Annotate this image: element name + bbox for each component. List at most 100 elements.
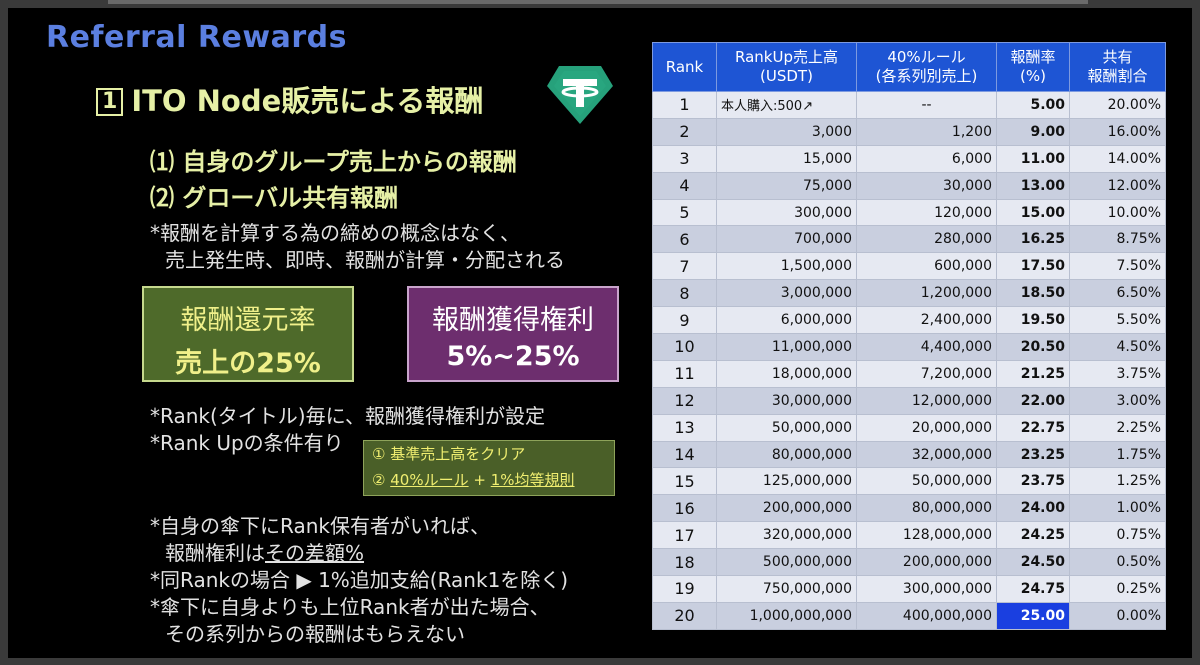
cell-reward-rate: 16.25 — [996, 225, 1070, 254]
table-row: 12 30,000,000 12,000,000 22.00 3.00% — [652, 386, 1166, 415]
cell-rank: 2 — [652, 117, 717, 146]
table-header-row: Rank RankUp売上高 (USDT) 40%ルール (各系列別売上) 報酬率(… — [652, 42, 1166, 92]
cell-reward-rate: 13.00 — [996, 171, 1070, 200]
cell-reward-rate: 19.50 — [996, 306, 1070, 335]
cell-reward-rate: 23.75 — [996, 467, 1070, 496]
cell-share-ratio: 5.50% — [1069, 306, 1166, 335]
cell-reward-rate: 18.50 — [996, 279, 1070, 308]
cell-40-rule: 600,000 — [856, 252, 997, 281]
cell-40-rule: 12,000,000 — [856, 386, 997, 415]
section-text: ITO Node販売による報酬 — [131, 84, 484, 118]
table-row: 9 6,000,000 2,400,000 19.50 5.50% — [652, 306, 1166, 335]
condition-1: ① 基準売上高をクリア — [372, 445, 526, 463]
cell-40-rule: 280,000 — [856, 225, 997, 254]
cell-40-rule: 30,000 — [856, 171, 997, 200]
cell-share-ratio: 1.75% — [1069, 440, 1166, 469]
cell-reward-rate: 24.50 — [996, 548, 1070, 577]
cell-reward-rate: 24.75 — [996, 575, 1070, 603]
cell-rank: 11 — [652, 359, 717, 388]
cell-40-rule: 1,200 — [856, 117, 997, 146]
cell-rank: 5 — [652, 198, 717, 227]
cell-rank: 12 — [652, 386, 717, 415]
header-reward-rate: 報酬率 (%) — [996, 42, 1070, 92]
table-row: 10 11,000,000 4,400,000 20.50 4.50% — [652, 333, 1166, 361]
note-no-reward: その系列からの報酬はもらえない — [165, 622, 465, 646]
table-row: 2 3,000 1,200 9.00 16.00% — [652, 117, 1166, 146]
cell-rank: 6 — [652, 225, 717, 254]
cell-rank: 15 — [652, 467, 717, 496]
cell-reward-rate: 11.00 — [996, 144, 1070, 173]
table-row: 8 3,000,000 1,200,000 18.50 6.50% — [652, 279, 1166, 308]
cell-reward-rate: 22.00 — [996, 386, 1070, 415]
header-share-ratio: 共有 報酬割合 — [1069, 42, 1166, 92]
cell-reward-rate: 9.00 — [996, 117, 1070, 146]
note-calc-line2: 売上発生時、即時、報酬が計算・分配される — [165, 248, 565, 272]
cell-rankup-sales: 18,000,000 — [716, 359, 857, 388]
reward-rate-label: 報酬還元率 — [180, 305, 316, 336]
cell-reward-rate: 20.50 — [996, 333, 1070, 361]
rankup-conditions-box: ① 基準売上高をクリア ② 40%ルール + 1%均等規則 — [363, 440, 615, 496]
sub-item-global-share: ⑵ グローバル共有報酬 — [150, 184, 399, 212]
cell-reward-rate: 17.50 — [996, 252, 1070, 281]
table-row: 1 本人購入:500↗ -- 5.00 20.00% — [652, 91, 1166, 119]
cell-share-ratio: 10.00% — [1069, 198, 1166, 227]
note-subordinate-rank: *自身の傘下にRank保有者がいれば、 — [150, 514, 490, 538]
cell-reward-rate: 21.25 — [996, 359, 1070, 388]
condition-2: ② 40%ルール + 1%均等規則 — [372, 471, 575, 489]
cell-rank: 7 — [652, 252, 717, 281]
note-rankup-condition: *Rank Upの条件有り — [150, 431, 344, 455]
cell-40-rule: 200,000,000 — [856, 548, 997, 577]
note-rank-right: *Rank(タイトル)毎に、報酬獲得権利が設定 — [150, 404, 545, 428]
cell-rankup-sales: 6,000,000 — [716, 306, 857, 335]
reward-right-value: 5%~25% — [446, 341, 580, 372]
cell-rankup-sales: 200,000,000 — [716, 494, 857, 523]
cell-rankup-sales: 700,000 — [716, 225, 857, 254]
slide-title: Referral Rewards — [46, 20, 347, 55]
section-heading: 1 ITO Node販売による報酬 — [96, 78, 483, 120]
cell-rankup-sales: 320,000,000 — [716, 521, 857, 550]
cell-rankup-sales: 3,000 — [716, 117, 857, 146]
header-rankup-sales: RankUp売上高 (USDT) — [716, 42, 857, 92]
cell-rank: 20 — [652, 601, 717, 630]
table-row: 14 80,000,000 32,000,000 23.25 1.75% — [652, 440, 1166, 469]
cell-reward-rate: 5.00 — [996, 91, 1070, 119]
cell-rank: 10 — [652, 333, 717, 361]
cell-share-ratio: 12.00% — [1069, 171, 1166, 200]
note-higher-rank: *傘下に自身よりも上位Rank者が出た場合、 — [150, 595, 550, 619]
table-row: 11 18,000,000 7,200,000 21.25 3.75% — [652, 359, 1166, 388]
cell-reward-rate: 15.00 — [996, 198, 1070, 227]
cell-rankup-sales: 15,000 — [716, 144, 857, 173]
cell-share-ratio: 0.00% — [1069, 601, 1166, 630]
cell-rankup-sales: 1,500,000 — [716, 252, 857, 281]
cell-rankup-sales: 1,000,000,000 — [716, 601, 857, 630]
note-calc-line1: *報酬を計算する為の締めの概念はなく、 — [150, 221, 520, 245]
table-row: 19 750,000,000 300,000,000 24.75 0.25% — [652, 575, 1166, 603]
note-same-rank: *同Rankの場合 ▶ 1%追加支給(Rank1を除く) — [150, 568, 569, 592]
cell-40-rule: 4,400,000 — [856, 333, 997, 361]
table-row: 13 50,000,000 20,000,000 22.75 2.25% — [652, 413, 1166, 442]
reward-right-label: 報酬獲得権利 — [432, 305, 594, 336]
cell-40-rule: 20,000,000 — [856, 413, 997, 442]
cell-share-ratio: 14.00% — [1069, 144, 1166, 173]
cell-reward-rate: 25.00 — [996, 601, 1070, 630]
sub-item-group-sales: ⑴ 自身のグループ売上からの報酬 — [150, 148, 517, 176]
table-row: 17 320,000,000 128,000,000 24.25 0.75% — [652, 521, 1166, 550]
cell-reward-rate: 23.25 — [996, 440, 1070, 469]
table-row: 16 200,000,000 80,000,000 24.00 1.00% — [652, 494, 1166, 523]
cell-rank: 19 — [652, 575, 717, 603]
cell-40-rule: 7,200,000 — [856, 359, 997, 388]
window-top-bar — [108, 0, 1088, 4]
rank-reward-table: Rank RankUp売上高 (USDT) 40%ルール (各系列別売上) 報酬率(… — [652, 42, 1166, 630]
cell-rankup-sales: 80,000,000 — [716, 440, 857, 469]
cell-rankup-sales: 11,000,000 — [716, 333, 857, 361]
cell-40-rule: 128,000,000 — [856, 521, 997, 550]
cell-share-ratio: 3.75% — [1069, 359, 1166, 388]
table-row: 6 700,000 280,000 16.25 8.75% — [652, 225, 1166, 254]
cell-share-ratio: 8.75% — [1069, 225, 1166, 254]
cell-share-ratio: 16.00% — [1069, 117, 1166, 146]
cell-rankup-sales: 50,000,000 — [716, 413, 857, 442]
header-rank: Rank — [652, 42, 717, 92]
cell-share-ratio: 0.75% — [1069, 521, 1166, 550]
cell-rank: 4 — [652, 171, 717, 200]
cell-rankup-sales: 300,000 — [716, 198, 857, 227]
